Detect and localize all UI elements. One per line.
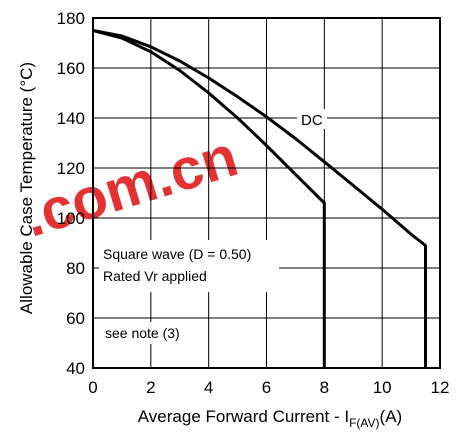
y-tick-label: 120 [57,159,85,178]
series-label-dc: DC [301,112,323,129]
x-axis-label-main: Average Forward Current - I [138,407,349,426]
watermark: .com.cn [16,123,245,249]
plot-frame [92,17,441,369]
x-tick-label: 4 [204,378,213,397]
y-tick-label: 140 [57,109,85,128]
note-rated-vr: Rated Vr applied [103,268,207,284]
y-tick-label: 160 [57,59,85,78]
x-tick-label: 8 [320,378,329,397]
x-tick-labels: 0 2 4 6 8 10 12 [88,378,449,397]
x-tick-label: 12 [431,378,450,397]
x-axis-label-sub: F(AV) [349,416,379,430]
y-tick-labels: 40 60 80 100 120 140 160 180 [57,9,85,378]
x-tick-label: 10 [373,378,392,397]
y-tick-label: 40 [66,359,85,378]
series-line-square-wave [92,29,326,368]
dc-label-bg [297,109,327,129]
y-tick-label: 80 [66,259,85,278]
series-line-dc [92,29,427,368]
note3-bg [101,322,197,344]
note-see-note: see note (3) [105,325,180,341]
x-tick-label: 2 [146,378,155,397]
note-bg [99,240,279,292]
x-tick-label: 0 [88,378,97,397]
y-tick-label: 180 [57,9,85,28]
series-layer [92,29,427,368]
note-square-wave: Square wave (D = 0.50) [103,246,251,262]
y-tick-label: 60 [66,309,85,328]
x-axis-label: Average Forward Current - IF(AV)(A) [138,407,402,430]
x-tick-label: 6 [262,378,271,397]
x-axis-label-unit: (A) [380,407,403,426]
y-tick-label: 100 [57,209,85,228]
y-axis-label: Allowable Case Temperature (°C) [17,62,36,314]
watermark-text: .com.cn [16,123,245,249]
